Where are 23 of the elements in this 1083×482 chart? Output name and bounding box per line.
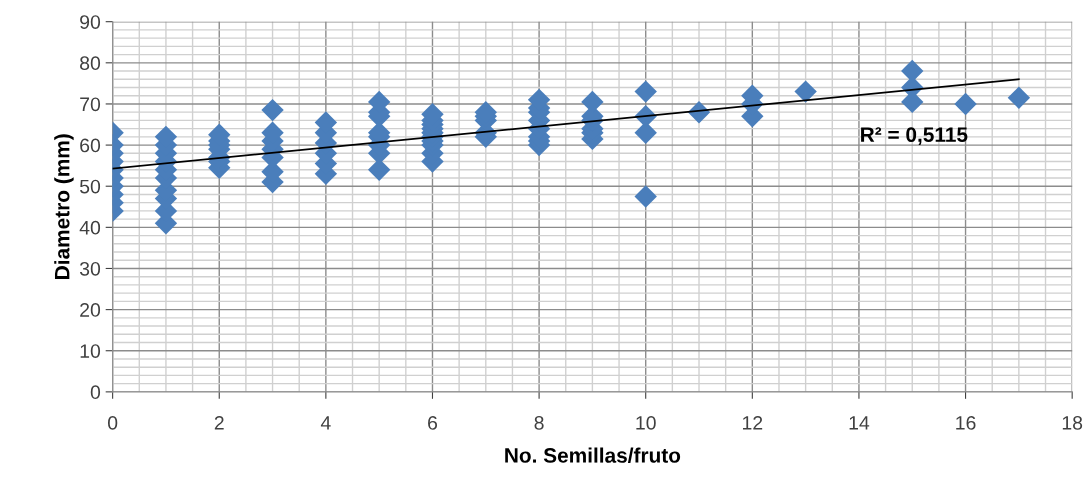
x-axis-title: No. Semillas/fruto xyxy=(505,447,681,464)
y-tick-label: 30 xyxy=(79,261,101,276)
y-tick-label: 10 xyxy=(80,344,101,358)
annotation: R² = 0,5115 xyxy=(861,127,968,146)
y-tick-label: 40 xyxy=(79,220,101,235)
x-tick-label: 0 xyxy=(107,415,118,430)
x-tick-label: 8 xyxy=(534,415,544,430)
x-tick-label: 6 xyxy=(428,415,438,430)
y-tick-label: 0 xyxy=(90,385,101,400)
y-tick-label: 20 xyxy=(80,303,101,317)
x-tick-label: 2 xyxy=(214,415,224,430)
y-tick-label: 70 xyxy=(80,97,101,112)
x-tick-label: 4 xyxy=(320,416,331,430)
x-tick-label: 12 xyxy=(742,415,763,430)
y-tick-label: 90 xyxy=(80,15,101,29)
x-tick-label: 10 xyxy=(636,415,656,430)
x-tick-label: 16 xyxy=(956,415,976,430)
y-tick-label: 60 xyxy=(80,138,101,153)
x-tick-label: 14 xyxy=(849,416,870,430)
y-tick-label: 50 xyxy=(79,179,101,194)
y-tick-label: 80 xyxy=(80,56,101,71)
y-axis-title: Diametro (mm) xyxy=(54,134,74,279)
x-tick-label: 18 xyxy=(1062,415,1083,430)
